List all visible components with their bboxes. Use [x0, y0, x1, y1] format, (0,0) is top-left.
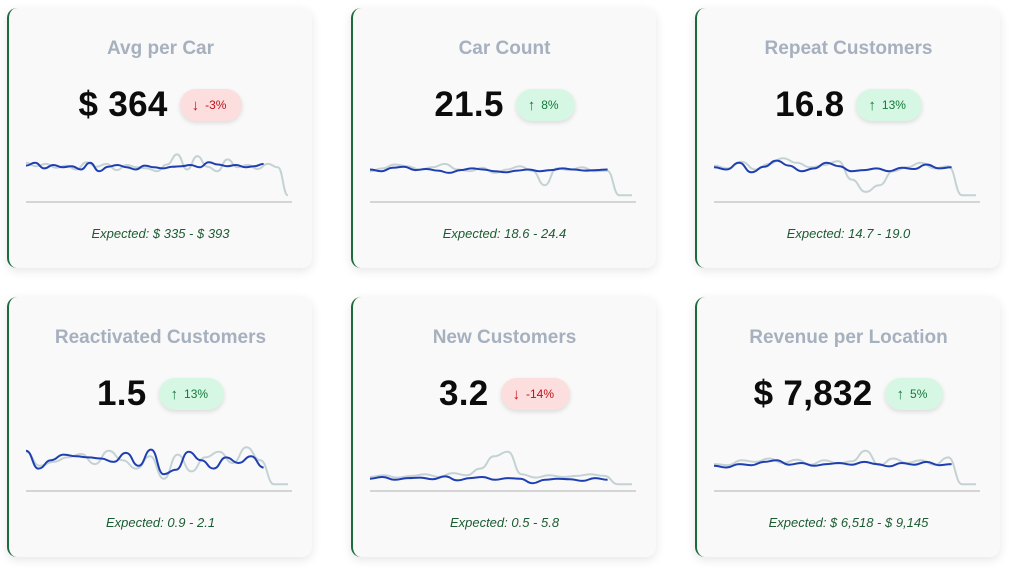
- sparkline-chart: [370, 136, 640, 216]
- prior-period-line: [26, 153, 289, 197]
- sparkline-chart: [26, 425, 296, 505]
- metric-value: 3.2: [438, 374, 489, 413]
- change-percent: 13%: [881, 98, 906, 112]
- arrow-down-icon: ↓: [191, 96, 200, 114]
- metric-card-new-customers[interactable]: New Customers 3.2 ↓ -14% Expected: 0.5 -…: [351, 297, 656, 557]
- change-badge: ↑ 8%: [515, 89, 575, 121]
- current-period-line: [714, 459, 952, 469]
- change-badge: ↑ 13%: [856, 89, 922, 121]
- value-row: 1.5 ↑ 13%: [9, 369, 312, 419]
- card-title: New Customers: [432, 327, 577, 348]
- change-percent: -14%: [526, 387, 555, 401]
- sparkline-chart: [714, 425, 984, 505]
- change-badge: ↑ 13%: [158, 378, 225, 410]
- expected-range: Expected: $ 335 - $ 393: [91, 226, 230, 241]
- prior-period-line: [26, 446, 288, 486]
- card-title: Repeat Customers: [764, 38, 933, 59]
- metric-card-revenue-per-location[interactable]: Revenue per Location $ 7,832 ↑ 5% Expect…: [695, 297, 1000, 557]
- value-row: 16.8 ↑ 13%: [697, 80, 1000, 130]
- metric-value: 21.5: [434, 85, 504, 124]
- expected-range: Expected: $ 6,518 - $ 9,145: [768, 515, 929, 530]
- current-period-line: [714, 159, 952, 174]
- expected-range: Expected: 0.9 - 2.1: [105, 515, 216, 530]
- metric-value: $ 7,832: [753, 374, 873, 413]
- sparkline-svg: [714, 449, 980, 492]
- metric-value: 16.8: [775, 85, 845, 124]
- current-period-line: [26, 448, 264, 476]
- value-row: 3.2 ↓ -14%: [353, 369, 656, 419]
- prior-period-line: [714, 157, 976, 197]
- sparkline-svg: [714, 157, 980, 203]
- current-period-line: [370, 475, 608, 485]
- card-title: Revenue per Location: [749, 327, 948, 348]
- change-badge: ↓ -14%: [500, 378, 571, 410]
- expected-range: Expected: 18.6 - 24.4: [442, 226, 567, 241]
- metric-card-car-count[interactable]: Car Count 21.5 ↑ 8% Expected: 18.6 - 24.…: [351, 8, 656, 268]
- card-title: Avg per Car: [107, 38, 214, 59]
- change-badge: ↓ -3%: [179, 89, 243, 121]
- arrow-up-icon: ↑: [170, 385, 179, 403]
- card-title: Reactivated Customers: [54, 327, 267, 348]
- metric-value: 1.5: [96, 374, 147, 413]
- expected-range: Expected: 14.7 - 19.0: [786, 226, 911, 241]
- arrow-up-icon: ↑: [527, 96, 536, 114]
- expected-range: Expected: 0.5 - 5.8: [449, 515, 560, 530]
- metric-card-reactivated-customers[interactable]: Reactivated Customers 1.5 ↑ 13% Expected…: [7, 297, 312, 557]
- metric-card-avg-per-car[interactable]: Avg per Car $ 364 ↓ -3% Expected: $ 335 …: [7, 8, 312, 268]
- sparkline-chart: [26, 136, 296, 216]
- sparkline-chart: [714, 136, 984, 216]
- prior-period-line: [370, 450, 632, 486]
- card-title: Car Count: [458, 38, 551, 59]
- sparkline-svg: [370, 162, 636, 203]
- sparkline-svg: [26, 446, 292, 492]
- value-row: $ 364 ↓ -3%: [9, 80, 312, 130]
- sparkline-chart: [370, 425, 640, 505]
- value-row: $ 7,832 ↑ 5%: [697, 369, 1000, 419]
- change-badge: ↑ 5%: [884, 378, 944, 410]
- sparkline-svg: [26, 153, 292, 203]
- change-percent: 5%: [910, 387, 928, 401]
- change-percent: 13%: [184, 387, 209, 401]
- value-row: 21.5 ↑ 8%: [353, 80, 656, 130]
- current-period-line: [370, 165, 608, 174]
- sparkline-svg: [370, 450, 636, 492]
- arrow-up-icon: ↑: [896, 385, 905, 403]
- prior-period-line: [714, 449, 976, 486]
- metric-card-repeat-customers[interactable]: Repeat Customers 16.8 ↑ 13% Expected: 14…: [695, 8, 1000, 268]
- change-percent: -3%: [205, 98, 227, 112]
- arrow-up-icon: ↑: [868, 96, 876, 114]
- change-percent: 8%: [541, 98, 559, 112]
- current-period-line: [26, 161, 264, 173]
- arrow-down-icon: ↓: [512, 385, 521, 403]
- metric-value: $ 364: [78, 85, 168, 124]
